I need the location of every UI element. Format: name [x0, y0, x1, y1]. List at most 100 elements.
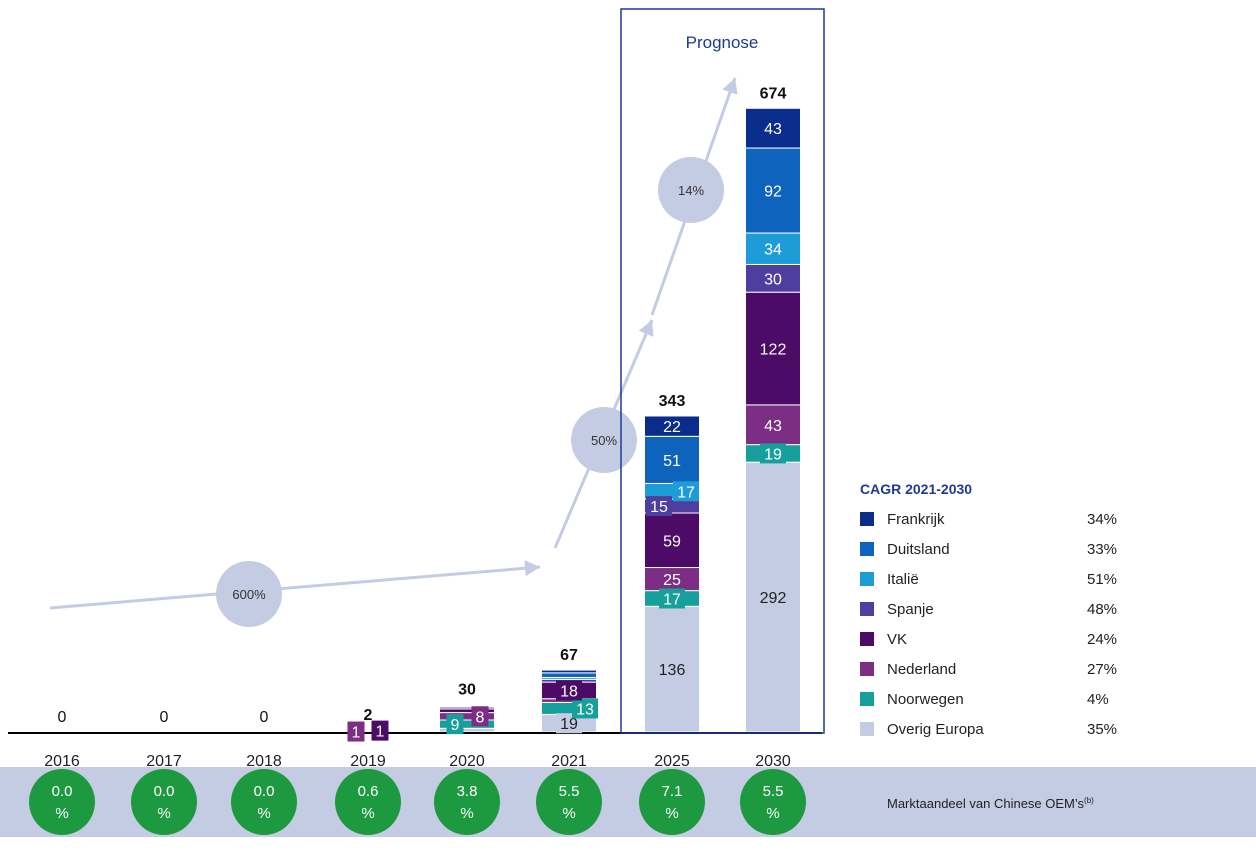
data-label-vk-2025: 59	[663, 533, 681, 550]
data-badge-noorwegen-2025	[659, 588, 685, 609]
x-tick-2030: 2030	[755, 753, 791, 770]
data-label-italie-2025: 17	[677, 484, 695, 501]
growth-bubble-1	[216, 561, 282, 627]
legend-label-italie: Italië	[887, 571, 919, 588]
legend-swatch-noorwegen	[860, 692, 874, 706]
market-share-value-2017: 0.0%	[154, 783, 175, 822]
market-share-circle-2019	[335, 769, 401, 835]
data-badge-nederland-2019	[347, 721, 365, 742]
legend-swatch-frankrijk	[860, 512, 874, 526]
growth-label-3: 14%	[678, 183, 704, 198]
legend-label-vk: VK	[887, 631, 907, 648]
bar-spanje-2030	[745, 263, 801, 293]
bar-overig-europa-2030	[745, 461, 801, 733]
data-badge-noorwegen-2021	[572, 698, 598, 719]
legend-cagr-overig-europa: 35%	[1087, 721, 1117, 738]
market-share-band: Marktaandeel van Chinese OEM’s(b) 0.0 % 0.…	[0, 767, 1256, 837]
legend: CAGR 2021-2030 Frankrijk 34% Duitsland 33% I…	[860, 481, 1117, 738]
data-badge-spanje-2025	[646, 496, 672, 517]
market-share-circle-2030	[740, 769, 806, 835]
data-labels: 0 0 01 129 830191318671361725591517512234329…	[58, 85, 787, 742]
bar-vk-2019	[340, 729, 396, 732]
market-share-band-bg	[0, 767, 1256, 837]
data-badge-nederland-2020	[471, 706, 489, 727]
data-label-vk-2019: 1	[376, 724, 385, 741]
data-label-frankrijk-2025: 22	[663, 419, 681, 436]
market-share-label: Marktaandeel van Chinese OEM’s(b)	[887, 796, 1094, 811]
legend-cagr-nederland: 27%	[1087, 661, 1117, 678]
data-label-noorwegen-2020: 9	[451, 717, 460, 734]
bar-frankrijk-2030	[745, 107, 801, 149]
total-label-2025: 343	[659, 393, 686, 410]
market-share-value-2018: 0.0%	[254, 783, 275, 822]
prognose-label: Prognose	[686, 33, 759, 52]
data-badge-italie-2025	[673, 481, 699, 502]
legend-cagr-frankrijk: 34%	[1087, 511, 1117, 528]
data-label-noorwegen-2021: 13	[576, 701, 594, 718]
bar-frankrijk-2020	[439, 703, 495, 706]
bar-overig-europa-2025	[644, 605, 700, 733]
data-label-overig-europa-2030: 292	[760, 590, 787, 607]
legend-cagr-vk: 24%	[1087, 631, 1117, 648]
bar-duitsland-2025	[644, 435, 700, 484]
market-share-circle-2016	[29, 769, 95, 835]
legend-label-overig-europa: Overig Europa	[887, 721, 984, 738]
prognose-frame	[620, 8, 825, 734]
legend-label-frankrijk: Frankrijk	[887, 511, 945, 528]
market-share-circle-2025	[639, 769, 705, 835]
growth-label-2: 50%	[591, 433, 617, 448]
bar-frankrijk-2021	[541, 669, 597, 674]
growth-arrowhead-1	[524, 560, 540, 577]
total-label-2019: 2	[364, 707, 373, 724]
market-share-circle-2021	[536, 769, 602, 835]
data-label-vk-2021: 18	[560, 683, 578, 700]
growth-arrowhead-3	[722, 78, 738, 95]
data-label-overig-europa-2021: 19	[560, 716, 578, 733]
x-tick-2017: 2017	[146, 753, 182, 770]
market-share-circle-2020	[434, 769, 500, 835]
legend-swatch-overig-europa	[860, 722, 874, 736]
market-share-value-2030: 5.5%	[763, 783, 784, 822]
data-label-overig-europa-2025: 136	[659, 662, 686, 679]
total-label-2016: 0	[58, 709, 67, 726]
legend-swatch-vk	[860, 632, 874, 646]
growth-arrow-1	[49, 565, 541, 610]
legend-swatch-nederland	[860, 662, 874, 676]
data-label-nederland-2030: 43	[764, 418, 782, 435]
market-share-value-2025: 7.1%	[662, 783, 683, 822]
total-label-2030: 674	[760, 85, 787, 102]
data-label-nederland-2025: 25	[663, 572, 681, 589]
market-share-value-2020: 3.8%	[457, 783, 478, 822]
growth-bubble-3	[658, 157, 724, 223]
data-label-duitsland-2030: 92	[764, 184, 782, 201]
x-tick-2016: 2016	[44, 753, 80, 770]
growth-label-1: 600%	[232, 587, 266, 602]
data-badge-vk-2019	[371, 720, 389, 741]
legend-swatch-italie	[860, 572, 874, 586]
data-label-spanje-2025: 15	[650, 499, 668, 516]
legend-title: CAGR 2021-2030	[860, 481, 972, 497]
market-share-circle-2018	[231, 769, 297, 835]
total-label-2020: 30	[458, 681, 476, 698]
bar-duitsland-2021	[541, 672, 597, 678]
legend-label-duitsland: Duitsland	[887, 541, 950, 558]
legend-cagr-duitsland: 33%	[1087, 541, 1117, 558]
x-tick-2021: 2021	[551, 753, 587, 770]
market-share-value-2016: 0.0%	[52, 783, 73, 822]
bar-duitsland-2030	[745, 147, 801, 234]
x-tick-2025: 2025	[654, 753, 690, 770]
market-share-label-text: Marktaandeel van Chinese OEM’s	[887, 796, 1085, 811]
total-label-2021: 67	[560, 647, 578, 664]
data-label-noorwegen-2025: 17	[663, 591, 681, 608]
legend-cagr-spanje: 48%	[1087, 601, 1117, 618]
x-tick-2019: 2019	[350, 753, 386, 770]
legend-swatch-spanje	[860, 602, 874, 616]
legend-label-noorwegen: Noorwegen	[887, 691, 964, 708]
legend-cagr-italie: 51%	[1087, 571, 1117, 588]
legend-cagr-noorwegen: 4%	[1087, 691, 1109, 708]
growth-arrows	[49, 77, 738, 610]
bar-frankrijk-2025	[644, 415, 700, 437]
data-badge-noorwegen-2020	[446, 714, 464, 735]
x-tick-labels: 2016 2017 2018 2019 2020 2021 2025 2030	[44, 753, 791, 770]
